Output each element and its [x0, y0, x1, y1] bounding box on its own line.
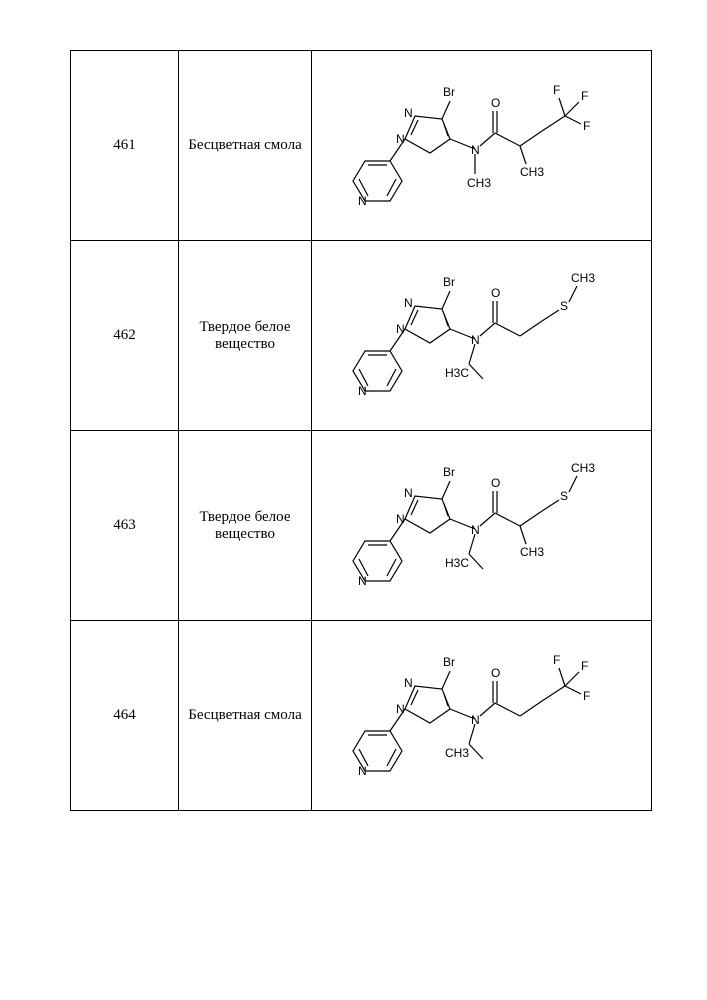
svg-text:N: N: [471, 713, 480, 727]
svg-text:N: N: [358, 194, 367, 208]
svg-text:N: N: [404, 106, 413, 120]
compound-id: 464: [71, 621, 179, 811]
svg-text:CH3: CH3: [520, 545, 544, 559]
compound-structure-cell: N N N Br N H3C O S CH3: [312, 241, 652, 431]
svg-text:F: F: [581, 89, 588, 103]
svg-text:N: N: [358, 384, 367, 398]
svg-text:H3C: H3C: [445, 556, 469, 570]
svg-text:CH3: CH3: [445, 746, 469, 760]
svg-text:N: N: [471, 333, 480, 347]
compound-id: 462: [71, 241, 179, 431]
svg-text:O: O: [491, 476, 500, 490]
svg-text:F: F: [583, 119, 590, 133]
svg-text:Br: Br: [443, 655, 455, 669]
compound-description: Бесцветная смола: [179, 621, 312, 811]
svg-text:F: F: [581, 659, 588, 673]
svg-text:N: N: [396, 512, 405, 526]
svg-text:N: N: [358, 574, 367, 588]
svg-text:O: O: [491, 286, 500, 300]
structure-diagram: N N N Br N CH3 O CH3 F F F: [320, 61, 620, 231]
svg-text:CH3: CH3: [467, 176, 491, 190]
svg-text:O: O: [491, 96, 500, 110]
structure-diagram: N N N Br N H3C O S CH3: [320, 251, 620, 421]
svg-text:N: N: [471, 523, 480, 537]
table-row: 463Твердое белое вещество N N N Br N H3C…: [71, 431, 652, 621]
svg-text:N: N: [471, 143, 480, 157]
compound-table-wrap: 461Бесцветная смола N N N Br N CH3 O CH3…: [0, 0, 707, 811]
table-row: 464Бесцветная смола N N N Br N CH3 O F F…: [71, 621, 652, 811]
svg-text:N: N: [404, 296, 413, 310]
svg-text:N: N: [358, 764, 367, 778]
svg-text:H3C: H3C: [445, 366, 469, 380]
svg-text:S: S: [560, 299, 568, 313]
svg-text:F: F: [583, 689, 590, 703]
svg-text:F: F: [553, 83, 560, 97]
compound-id: 461: [71, 51, 179, 241]
compound-table-body: 461Бесцветная смола N N N Br N CH3 O CH3…: [71, 51, 652, 811]
compound-description: Твердое белое вещество: [179, 431, 312, 621]
svg-text:S: S: [560, 489, 568, 503]
compound-description: Твердое белое вещество: [179, 241, 312, 431]
svg-text:N: N: [404, 486, 413, 500]
svg-text:Br: Br: [443, 465, 455, 479]
svg-text:N: N: [404, 676, 413, 690]
svg-text:N: N: [396, 322, 405, 336]
compound-structure-cell: N N N Br N H3C O CH3 S CH3: [312, 431, 652, 621]
svg-text:N: N: [396, 132, 405, 146]
structure-diagram: N N N Br N CH3 O F F F: [320, 631, 620, 801]
svg-text:O: O: [491, 666, 500, 680]
svg-text:Br: Br: [443, 85, 455, 99]
compound-id: 463: [71, 431, 179, 621]
compound-table: 461Бесцветная смола N N N Br N CH3 O CH3…: [70, 50, 652, 811]
svg-text:N: N: [396, 702, 405, 716]
compound-structure-cell: N N N Br N CH3 O F F F: [312, 621, 652, 811]
svg-text:Br: Br: [443, 275, 455, 289]
table-row: 461Бесцветная смола N N N Br N CH3 O CH3…: [71, 51, 652, 241]
table-row: 462Твердое белое вещество N N N Br N H3C…: [71, 241, 652, 431]
structure-diagram: N N N Br N H3C O CH3 S CH3: [320, 441, 620, 611]
svg-text:CH3: CH3: [520, 165, 544, 179]
svg-text:CH3: CH3: [571, 271, 595, 285]
compound-description: Бесцветная смола: [179, 51, 312, 241]
compound-structure-cell: N N N Br N CH3 O CH3 F F F: [312, 51, 652, 241]
svg-text:F: F: [553, 653, 560, 667]
svg-text:CH3: CH3: [571, 461, 595, 475]
